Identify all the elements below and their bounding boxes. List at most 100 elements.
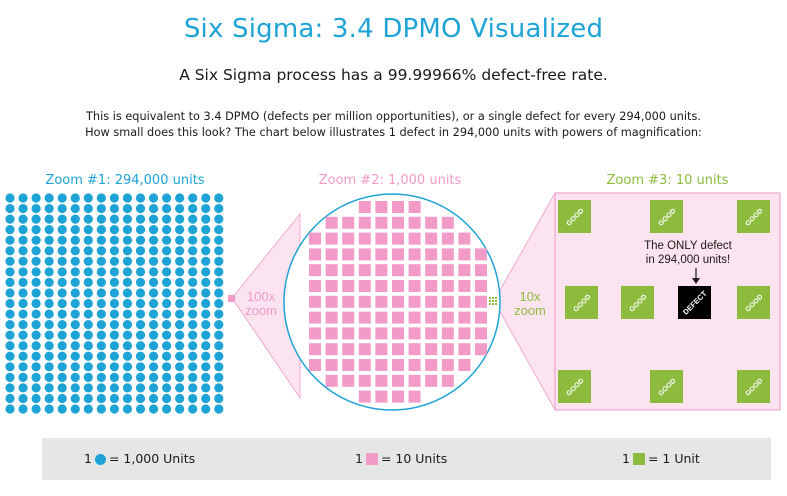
blue-dot: [122, 372, 133, 382]
blue-dot: [214, 372, 224, 382]
blue-dot: [135, 320, 146, 330]
blue-dot: [18, 298, 28, 309]
pink-square: [408, 248, 421, 261]
description-line-2: How small does this look? The chart belo…: [85, 126, 702, 139]
pink-square-swatch: [365, 453, 378, 465]
blue-dot: [96, 320, 106, 330]
pink-square: [408, 327, 421, 340]
legend-blue-text: = 1,000 Units: [108, 451, 196, 466]
pink-square: [392, 327, 404, 340]
blue-dot: [201, 298, 211, 309]
blue-dot: [135, 225, 146, 235]
unit-tiles: GOOD GOOD GOOD GOOD GOOD DEFECT GOOD GOOD GOOD GO…: [558, 200, 770, 403]
blue-dot: [148, 309, 159, 319]
blue-dot: [18, 277, 28, 287]
blue-dot: [57, 393, 67, 404]
legend-pink-prefix: 1: [355, 451, 363, 466]
blue-dot: [31, 372, 41, 382]
blue-dot: [162, 267, 172, 277]
zoom-2-factor: 10x: [520, 289, 541, 304]
pink-square: [408, 264, 421, 277]
blue-dot: [162, 351, 172, 361]
pink-square: [425, 264, 438, 277]
blue-dot: [44, 225, 54, 235]
blue-dot: [122, 277, 133, 287]
good-tile: [558, 370, 591, 403]
blue-dot: [83, 330, 93, 340]
pink-square: [342, 343, 355, 356]
blue-dot: [5, 393, 15, 404]
pink-square: [441, 280, 454, 292]
blue-dot: [188, 298, 198, 309]
pink-square: [392, 264, 404, 277]
blue-dot: [201, 383, 211, 393]
legend-green-prefix: 1: [622, 451, 630, 466]
blue-dot: [175, 277, 185, 287]
blue-dot: [148, 235, 159, 245]
blue-dot: [5, 330, 15, 340]
pink-square: [392, 374, 404, 387]
blue-dot: [122, 320, 133, 330]
blue-dot: [57, 277, 67, 287]
pink-square: [358, 216, 371, 229]
pink-square: [425, 311, 438, 324]
blue-dot: [70, 214, 80, 224]
blue-dot: [201, 203, 211, 214]
pink-square: [458, 327, 471, 340]
blue-dot: [83, 362, 93, 372]
blue-dot: [175, 404, 185, 414]
blue-dot: [135, 267, 146, 277]
blue-dot: [44, 203, 54, 214]
blue-dot: [96, 193, 106, 203]
blue-dot: [122, 351, 133, 361]
blue-dot: [31, 288, 41, 298]
blue-dot-swatch: [94, 454, 106, 465]
pink-square: [358, 201, 371, 213]
blue-dot: [83, 393, 93, 404]
blue-dot: [201, 404, 211, 414]
zoom-1-focus-marker: [228, 295, 235, 302]
blue-dot: [5, 288, 15, 298]
good-unit: GOOD: [621, 286, 654, 319]
blue-dot: [83, 404, 93, 414]
blue-dot: [57, 372, 67, 382]
blue-dot: [214, 404, 224, 414]
blue-dot: [5, 225, 15, 235]
blue-dot: [135, 298, 146, 309]
blue-dot: [44, 193, 54, 203]
blue-dot: [18, 256, 28, 266]
focus-dot: [495, 303, 497, 305]
blue-dot: [31, 362, 41, 372]
blue-dot: [188, 246, 198, 256]
blue-dot: [109, 341, 119, 351]
pink-square: [375, 232, 388, 245]
blue-dot: [148, 320, 159, 330]
blue-dot: [31, 225, 41, 235]
blue-dot: [44, 372, 54, 382]
blue-dot: [148, 362, 159, 372]
blue-dot: [135, 309, 146, 319]
blue-dot: [109, 351, 119, 361]
pink-square: [342, 295, 355, 308]
blue-dot: [70, 298, 80, 309]
blue-dot: [83, 309, 93, 319]
blue-dot: [44, 235, 54, 245]
blue-dot: [162, 320, 172, 330]
blue-dot: [70, 320, 80, 330]
pink-square: [392, 359, 404, 371]
blue-dot: [18, 193, 28, 203]
blue-dot: [44, 298, 54, 309]
blue-dot: [109, 320, 119, 330]
blue-dot: [5, 351, 15, 361]
blue-dot: [18, 267, 28, 277]
pink-square: [441, 295, 454, 308]
blue-dot: [162, 288, 172, 298]
pink-square: [342, 264, 355, 277]
blue-dot: [44, 309, 54, 319]
blue-dot: [96, 267, 106, 277]
blue-dot: [201, 193, 211, 203]
pink-square: [342, 327, 355, 340]
blue-dot: [214, 383, 224, 393]
blue-dot: [18, 246, 28, 256]
good-tile: [558, 200, 591, 233]
